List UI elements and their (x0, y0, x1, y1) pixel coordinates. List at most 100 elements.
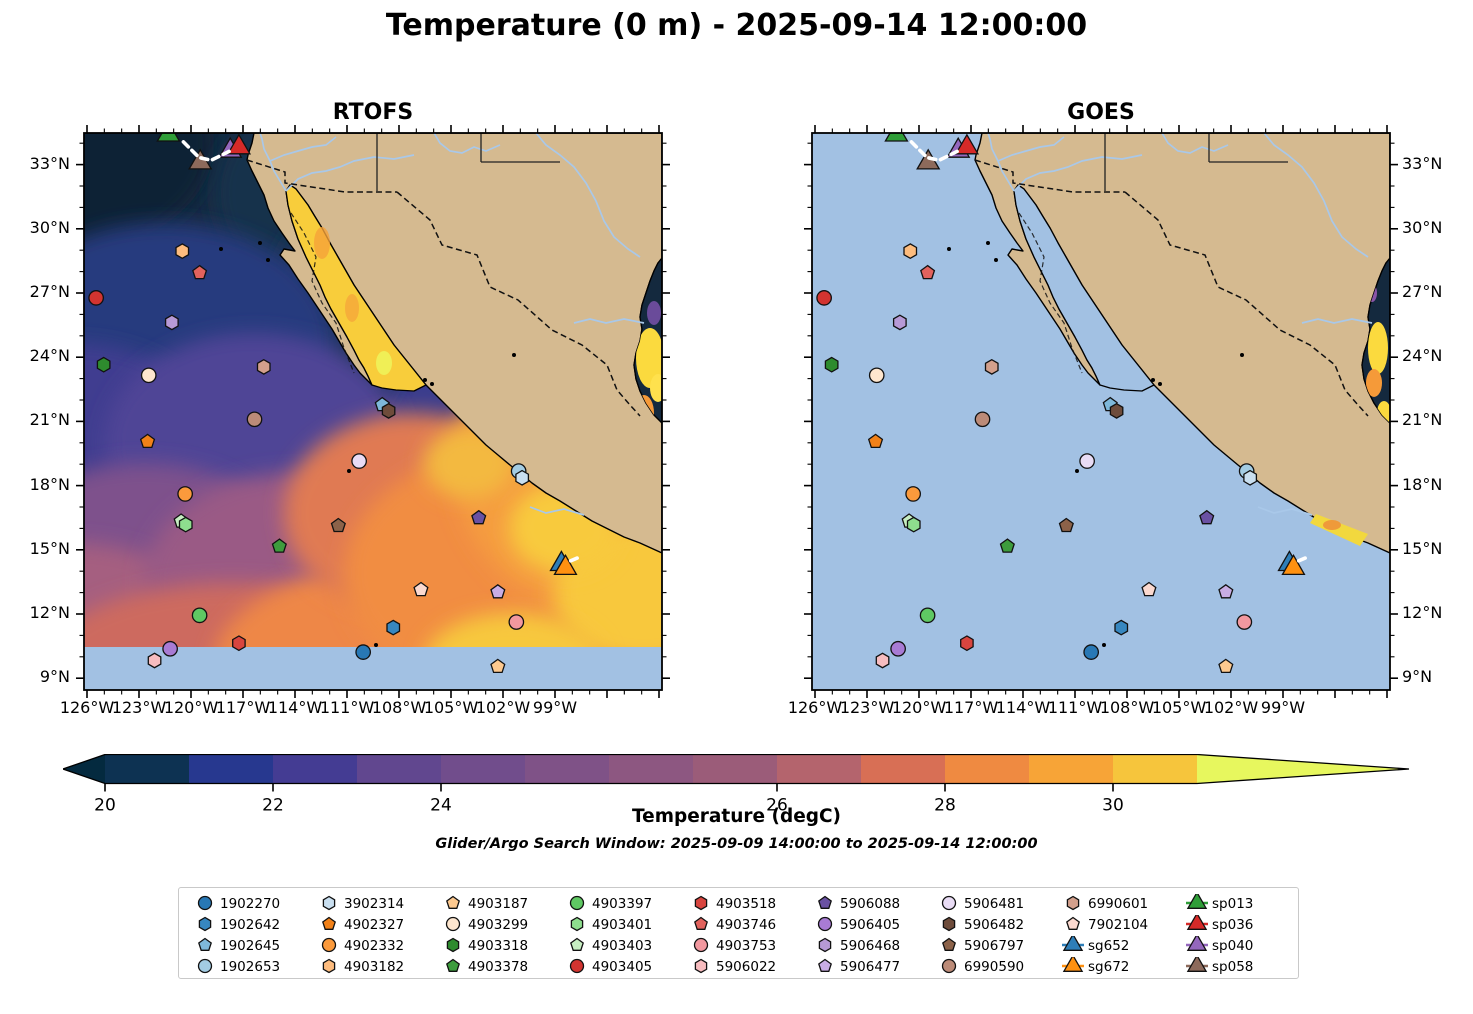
lon-tick-label: 114°W (267, 698, 323, 717)
glider-track (568, 555, 581, 563)
legend-entry-label: 5906405 (840, 917, 901, 933)
marker-sp013 (884, 133, 909, 142)
legend-entry-label: 5906482 (964, 917, 1025, 933)
marker-5906797 (1058, 517, 1074, 533)
legend-entry-label: 4902332 (344, 938, 405, 954)
island (258, 241, 262, 245)
legend-marker-4903378 (446, 958, 460, 972)
us-mexico-border (974, 159, 1125, 193)
state-border-dashed (1018, 212, 1083, 374)
lat-tick-label: 12°N (29, 603, 70, 622)
legend-entry-label: 4903397 (592, 896, 653, 912)
lat-tick-label: 30°N (29, 217, 70, 237)
rtofs-panel-title: RTOFS (332, 100, 414, 125)
legend-marker-sp013 (1186, 894, 1208, 909)
legend-marker-4903753 (693, 937, 709, 953)
marker-sp036 (1186, 915, 1208, 930)
legend-entry-label: 4903746 (716, 917, 777, 933)
marker-5906405 (890, 640, 906, 657)
colorbar-tick-label: 22 (262, 796, 284, 816)
island (1240, 353, 1244, 357)
marker-4903378 (446, 958, 460, 972)
legend-marker-1902642 (198, 916, 212, 932)
marker-5906405 (162, 640, 178, 657)
lat-tick-label: 18°N (29, 474, 70, 494)
marker-4903405 (88, 290, 104, 306)
lon-tick-label: 114°W (995, 698, 1051, 717)
marker-6990590 (246, 411, 263, 428)
marker-5906088 (1199, 509, 1215, 525)
marker-4903753 (1236, 614, 1253, 630)
marker-1902642 (386, 619, 401, 636)
platform-legend: 1902270 1902642 1902645 1902653 3902314 49023… (178, 887, 1299, 979)
river (535, 133, 641, 258)
legend-entry-label: 4902327 (344, 917, 405, 933)
marker-4903187 (1218, 658, 1234, 674)
marker-sp013 (156, 133, 181, 142)
marker-sg672 (1062, 957, 1084, 972)
legend-entry-label: 4903187 (468, 896, 529, 912)
colorbar-under-arrow (63, 754, 105, 784)
lat-tick-label: 27°N (29, 282, 70, 301)
marker-1902642 (1114, 619, 1129, 636)
river (285, 154, 415, 192)
colorbar-tick-label: 24 (430, 796, 452, 816)
figure-title: Temperature (0 m) - 2025-09-14 12:00:00 (385, 8, 1088, 43)
colorbar-label: Temperature (degC) (631, 806, 842, 827)
legend-entry-label: 5906468 (840, 938, 901, 954)
island (994, 258, 998, 262)
goes-panel-title: GOES (1067, 100, 1135, 125)
colorbar-segment (609, 754, 693, 784)
marker-5906481 (351, 453, 367, 469)
island (430, 382, 434, 386)
lon-tick-label: 120°W (163, 698, 219, 717)
legend-entry-label: 1902653 (220, 959, 281, 975)
river (997, 136, 1065, 162)
colorbar-segment (777, 754, 861, 784)
marker-3902314 (322, 895, 336, 911)
marker-4903518 (694, 895, 708, 911)
marker-4903401 (178, 516, 193, 533)
lat-tick-label: 18°N (1402, 474, 1443, 494)
lat-tick-label: 24°N (1402, 346, 1443, 366)
colorbar-tick-label: 28 (934, 796, 956, 816)
marker-4902332 (321, 937, 337, 953)
colorbar-segment (357, 754, 441, 784)
marker-5906022 (694, 958, 708, 974)
marker-4903299 (868, 367, 885, 384)
legend-marker-1902645 (198, 937, 212, 951)
colorbar-segment (441, 754, 525, 784)
marker-4903187 (490, 658, 506, 674)
legend-entry-label: 4903378 (468, 959, 529, 975)
marker-5906482 (1109, 402, 1124, 419)
marker-sp013 (1186, 894, 1208, 909)
colorbar-segment (945, 754, 1029, 784)
gulf-of-california (1013, 184, 1155, 392)
us-mexico-border (246, 159, 397, 193)
legend-entry-label: 5906088 (840, 896, 901, 912)
goes-map (804, 125, 1398, 698)
marker-4903378 (271, 538, 287, 553)
marker-5906022 (147, 652, 162, 669)
legend-marker-3902314 (322, 895, 336, 911)
legend-marker-5906797 (942, 937, 956, 951)
lon-tick-label: 105°W (423, 698, 479, 717)
marker-5906477 (1218, 584, 1234, 599)
lat-tick-label: 24°N (29, 346, 70, 366)
river (1161, 133, 1229, 154)
marker-7902104 (413, 581, 429, 597)
lon-tick-label: 102°W (1203, 698, 1259, 717)
legend-entry-label: 6990601 (1088, 896, 1149, 912)
river (269, 136, 337, 162)
marker-sp058 (1186, 957, 1208, 972)
marker-1902270 (355, 644, 372, 660)
legend-marker-5906468 (818, 937, 832, 953)
colorbar-segment (189, 754, 273, 784)
marker-5906477 (818, 958, 832, 972)
lon-tick-label: 99°W (532, 698, 578, 717)
marker-7902104 (1066, 916, 1080, 930)
legend-marker-5906482 (942, 916, 956, 932)
island (266, 258, 270, 262)
lon-tick-label: 105°W (1151, 698, 1207, 717)
